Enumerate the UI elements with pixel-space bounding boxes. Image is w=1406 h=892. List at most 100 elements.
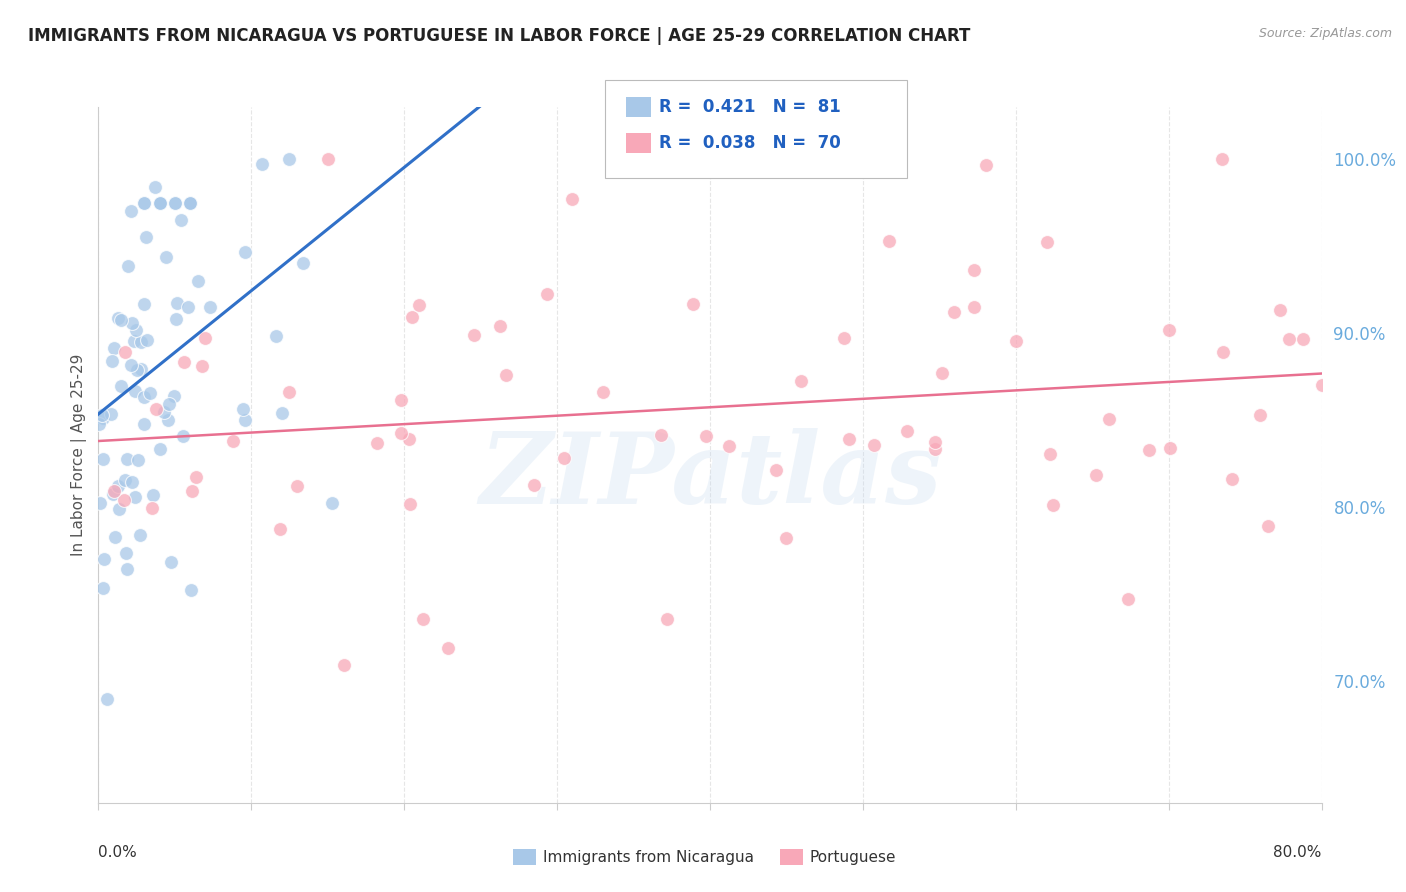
Point bbox=[1292, 332, 1315, 346]
Point bbox=[108, 501, 131, 516]
Point bbox=[553, 450, 575, 465]
Point bbox=[187, 274, 209, 288]
Point bbox=[316, 152, 339, 166]
Point bbox=[101, 487, 124, 501]
Point bbox=[112, 493, 135, 508]
Point bbox=[170, 213, 193, 227]
Point bbox=[153, 405, 176, 419]
Point bbox=[103, 341, 125, 355]
Point bbox=[264, 328, 287, 343]
Point bbox=[1098, 412, 1121, 426]
Y-axis label: In Labor Force | Age 25-29: In Labor Force | Age 25-29 bbox=[72, 354, 87, 556]
Point bbox=[292, 256, 315, 270]
Point bbox=[495, 368, 517, 383]
Text: 80.0%: 80.0% bbox=[1274, 845, 1322, 860]
Point bbox=[163, 195, 186, 210]
Point bbox=[655, 612, 678, 626]
Point bbox=[1310, 378, 1333, 392]
Point bbox=[121, 316, 143, 330]
Point bbox=[790, 375, 813, 389]
Point bbox=[389, 393, 412, 408]
Text: R =  0.421   N =  81: R = 0.421 N = 81 bbox=[659, 98, 841, 116]
Point bbox=[924, 434, 946, 449]
Point bbox=[896, 424, 918, 438]
Point bbox=[488, 319, 510, 334]
Point bbox=[117, 259, 139, 273]
Point bbox=[277, 152, 299, 166]
Point bbox=[115, 546, 138, 560]
Point bbox=[592, 384, 614, 399]
Point bbox=[122, 334, 145, 349]
Point bbox=[522, 478, 544, 492]
Point bbox=[110, 313, 132, 327]
Point bbox=[157, 397, 180, 411]
Point bbox=[120, 358, 142, 372]
Point bbox=[931, 367, 953, 381]
Point bbox=[333, 657, 356, 672]
Point bbox=[143, 179, 166, 194]
Point bbox=[321, 496, 343, 510]
Point bbox=[149, 195, 172, 210]
Text: 0.0%: 0.0% bbox=[98, 845, 138, 860]
Point bbox=[1270, 302, 1292, 317]
Point bbox=[1159, 323, 1181, 337]
Point bbox=[155, 250, 177, 264]
Text: Immigrants from Nicaragua: Immigrants from Nicaragua bbox=[543, 850, 754, 864]
Text: Source: ZipAtlas.com: Source: ZipAtlas.com bbox=[1258, 27, 1392, 40]
Point bbox=[91, 451, 114, 466]
Point bbox=[832, 331, 855, 345]
Point bbox=[1277, 332, 1299, 346]
Point bbox=[1249, 408, 1271, 422]
Point bbox=[165, 312, 187, 326]
Point bbox=[1220, 472, 1243, 486]
Point bbox=[115, 562, 138, 576]
Point bbox=[963, 300, 986, 314]
Point bbox=[285, 479, 308, 493]
Point bbox=[114, 344, 136, 359]
Text: ZIPatlas: ZIPatlas bbox=[479, 427, 941, 524]
Point bbox=[101, 354, 124, 368]
Point bbox=[269, 522, 291, 536]
Point bbox=[141, 501, 163, 516]
Point bbox=[561, 192, 583, 206]
Point bbox=[1004, 334, 1026, 348]
Point bbox=[145, 402, 167, 417]
Point bbox=[1116, 592, 1139, 607]
Point bbox=[695, 428, 717, 442]
Point bbox=[408, 298, 430, 312]
Point bbox=[160, 555, 183, 569]
Point bbox=[149, 195, 172, 210]
Text: IMMIGRANTS FROM NICARAGUA VS PORTUGUESE IN LABOR FORCE | AGE 25-29 CORRELATION C: IMMIGRANTS FROM NICARAGUA VS PORTUGUESE … bbox=[28, 27, 970, 45]
Point bbox=[717, 439, 740, 453]
Point bbox=[121, 475, 143, 489]
Point bbox=[838, 432, 860, 446]
Point bbox=[877, 235, 900, 249]
Point bbox=[149, 195, 172, 210]
Point bbox=[93, 551, 115, 566]
Point bbox=[222, 434, 245, 449]
Point bbox=[87, 417, 110, 432]
Point bbox=[1211, 152, 1233, 166]
Point bbox=[115, 451, 138, 466]
Point bbox=[232, 401, 254, 416]
Point bbox=[124, 384, 146, 398]
Point bbox=[650, 428, 672, 442]
Point bbox=[270, 406, 292, 420]
Point bbox=[132, 417, 155, 431]
Point bbox=[463, 328, 485, 343]
Point bbox=[1137, 443, 1160, 458]
Point bbox=[163, 195, 186, 210]
Point bbox=[389, 426, 412, 441]
Point bbox=[107, 479, 129, 493]
Point bbox=[125, 323, 148, 337]
Point bbox=[180, 582, 202, 597]
Point bbox=[184, 470, 207, 484]
Point bbox=[963, 263, 986, 277]
Point bbox=[149, 195, 172, 210]
Point bbox=[96, 692, 118, 706]
Point bbox=[924, 442, 946, 457]
Point bbox=[942, 305, 965, 319]
Point bbox=[437, 641, 460, 656]
Text: Portuguese: Portuguese bbox=[810, 850, 897, 864]
Point bbox=[142, 488, 165, 502]
